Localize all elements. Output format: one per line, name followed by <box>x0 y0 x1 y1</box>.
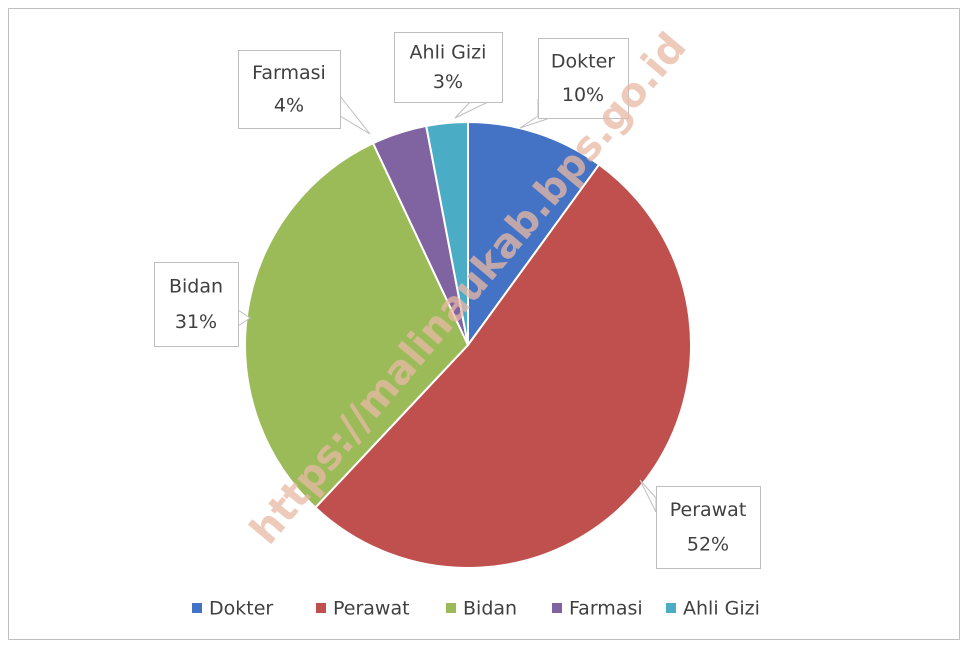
legend-swatch <box>552 603 562 613</box>
pie-slice <box>244 141 470 509</box>
legend-swatch <box>316 603 326 613</box>
legend-swatch <box>192 603 202 613</box>
pie-slice <box>467 120 601 349</box>
callout-value: 31% <box>175 311 217 333</box>
callout-box <box>238 50 341 129</box>
legend-swatch <box>666 603 676 613</box>
legend-label: Farmasi <box>569 598 643 620</box>
callout-category: Perawat <box>670 499 747 521</box>
pie-slice <box>425 120 469 346</box>
data-labels: Dokter 10% Perawat 52% Bidan 31% Farmasi 4% Ahli… <box>154 32 761 569</box>
pie <box>244 120 692 569</box>
legend-label: Ahli Gizi <box>683 598 760 620</box>
legend-swatch <box>446 603 456 613</box>
legend: Dokter Perawat Bidan Farmasi Ahli Gizi <box>192 598 760 620</box>
callout-value: 3% <box>433 71 463 93</box>
callout-value: 10% <box>562 84 604 106</box>
legend-label: Bidan <box>463 598 517 620</box>
legend-label: Perawat <box>333 598 410 620</box>
legend-label: Dokter <box>209 598 273 620</box>
callout-category: Dokter <box>551 51 615 73</box>
callout-box <box>154 262 239 347</box>
callout-category: Bidan <box>169 276 223 298</box>
callout-box <box>538 38 629 119</box>
callout-category: Farmasi <box>252 62 326 84</box>
callout-value: 4% <box>274 95 304 117</box>
pie-slice <box>313 163 692 569</box>
callout-box <box>394 32 503 103</box>
callout-box <box>656 486 761 569</box>
callout-category: Ahli Gizi <box>410 42 487 64</box>
callout-value: 52% <box>687 534 729 556</box>
